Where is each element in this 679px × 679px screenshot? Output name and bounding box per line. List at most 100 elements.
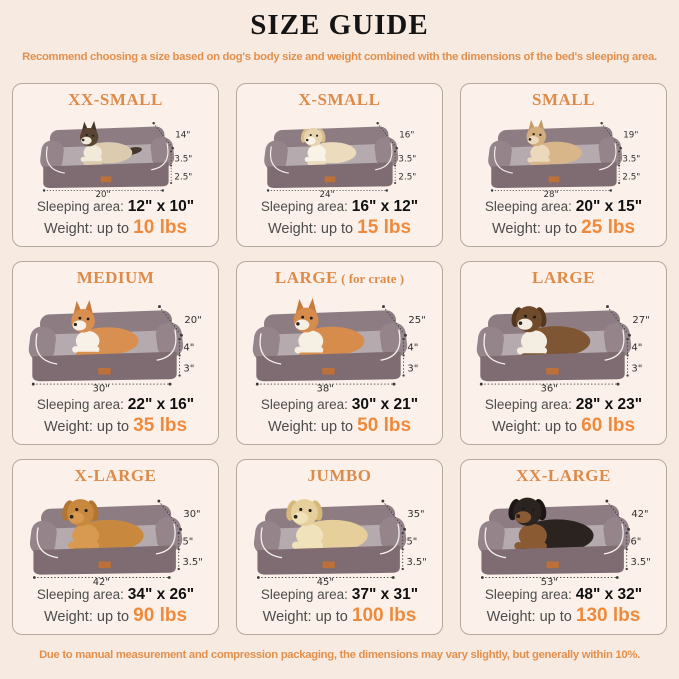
- size-card: JUMBO 35" 5" 3.5" 45": [236, 459, 443, 635]
- weight-value: 10 lbs: [133, 217, 188, 238]
- size-name: LARGE: [532, 268, 595, 287]
- size-label: MEDIUM: [77, 268, 155, 288]
- dimension-annotations: 30" 5" 3.5" 42": [32, 499, 203, 586]
- bed-drawing: [252, 298, 408, 382]
- bed-illustration: 42" 6" 3.5" 53": [477, 497, 651, 586]
- dimension-annotations: 19" 3.5" 2.5" 28": [490, 122, 640, 198]
- weight-value: 90 lbs: [133, 605, 188, 626]
- depth-dimension: 19": [623, 130, 638, 140]
- weight-value: 50 lbs: [357, 415, 412, 436]
- sleeping-area-label: Sleeping area:: [36, 199, 124, 214]
- sleeping-area-value: 37" x 31": [351, 586, 419, 603]
- size-label: X-LARGE: [75, 466, 157, 486]
- bed-drawing: [40, 120, 175, 189]
- bed-illustration: 30" 5" 3.5" 42": [29, 499, 203, 586]
- bed-illustration: 14" 3.5" 2.5" 20": [40, 120, 192, 198]
- size-suffix: ( for crate ): [337, 271, 405, 286]
- size-label: X-SMALL: [299, 90, 381, 110]
- size-name: LARGE: [274, 268, 338, 287]
- sleeping-area-value: 12" x 10": [127, 198, 195, 215]
- weight-value: 130 lbs: [575, 605, 641, 626]
- weight-label: Weight: up to: [267, 419, 354, 435]
- weight-line: Weight: up to 100 lbs: [263, 605, 417, 627]
- size-name: SMALL: [532, 90, 595, 109]
- weight-line: Weight: up to 130 lbs: [487, 605, 641, 627]
- bolster-height-dimension: 4": [407, 343, 418, 354]
- sleeping-area-value: 20" x 15": [575, 198, 643, 215]
- size-grid: XX-SMALL 14" 3.5" 2.5" 20": [12, 83, 667, 635]
- width-dimension: 38": [316, 384, 333, 395]
- base-height-dimension: 3": [183, 364, 194, 375]
- bolster-height-dimension: 6": [630, 536, 641, 547]
- pet-illustration: [511, 306, 591, 360]
- size-card: XX-LARGE 42" 6" 3.5" 53": [460, 459, 667, 635]
- pet-illustration: [300, 127, 357, 166]
- pet-illustration: [71, 299, 139, 358]
- bed-illustration: 19" 3.5" 2.5" 28": [488, 119, 640, 198]
- weight-label: Weight: up to: [491, 221, 578, 237]
- bed-illustration: 27" 4" 3" 36": [476, 305, 650, 395]
- depth-dimension: 27": [632, 315, 649, 326]
- size-name: MEDIUM: [76, 268, 155, 287]
- page-subtitle: Recommend choosing a size based on dog's…: [22, 51, 657, 63]
- page-title: SIZE GUIDE: [250, 9, 429, 41]
- weight-line: Weight: up to 35 lbs: [44, 415, 187, 437]
- sleeping-area-label: Sleeping area:: [260, 397, 348, 412]
- sleeping-area-line: Sleeping area: 37" x 31": [261, 586, 418, 604]
- width-dimension: 20": [96, 190, 111, 198]
- weight-line: Weight: up to 60 lbs: [492, 415, 635, 437]
- dimension-annotations: 42" 6" 3.5" 53": [480, 499, 651, 586]
- weight-line: Weight: up to 25 lbs: [492, 217, 635, 239]
- sleeping-area-line: Sleeping area: 48" x 32": [485, 586, 642, 604]
- depth-dimension: 25": [408, 315, 425, 326]
- weight-label: Weight: up to: [486, 609, 572, 625]
- base-height-dimension: 3.5": [182, 557, 202, 568]
- depth-dimension: 30": [183, 509, 200, 520]
- width-dimension: 45": [317, 577, 334, 586]
- width-dimension: 28": [544, 190, 559, 198]
- base-height-dimension: 3.5": [406, 557, 426, 568]
- depth-dimension: 42": [631, 509, 648, 520]
- weight-value: 25 lbs: [581, 217, 636, 238]
- width-dimension: 30": [92, 384, 109, 395]
- size-card: LARGE 27" 4" 3" 36": [460, 261, 667, 445]
- sleeping-area-value: 22" x 16": [127, 396, 195, 413]
- pet-illustration: [526, 119, 582, 167]
- size-label: XX-SMALL: [68, 90, 163, 110]
- size-name: X-LARGE: [74, 466, 157, 485]
- size-card: X-LARGE 30" 5" 3.5" 42": [12, 459, 219, 635]
- weight-line: Weight: up to 15 lbs: [268, 217, 411, 239]
- sleeping-area-line: Sleeping area: 34" x 26": [37, 586, 194, 604]
- width-dimension: 53": [541, 577, 558, 586]
- dimension-annotations: 14" 3.5" 2.5" 20": [42, 122, 192, 198]
- weight-value: 15 lbs: [357, 217, 412, 238]
- bed-illustration: 16" 3.5" 2.5" 24": [264, 122, 416, 198]
- base-height-dimension: 3": [407, 364, 418, 375]
- sleeping-area-value: 16" x 12": [351, 198, 419, 215]
- depth-dimension: 16": [399, 130, 414, 140]
- sleeping-area-line: Sleeping area: 30" x 21": [261, 396, 418, 414]
- size-name: XX-LARGE: [516, 466, 611, 485]
- size-card: LARGE ( for crate ) 25" 4" 3" 38": [236, 261, 443, 445]
- weight-label: Weight: up to: [43, 419, 130, 435]
- size-name: XX-SMALL: [68, 90, 163, 109]
- size-card: SMALL 19" 3.5" 2.5" 28": [460, 83, 667, 247]
- bolster-height-dimension: 5": [182, 536, 193, 547]
- bolster-height-dimension: 3.5": [622, 154, 640, 164]
- footnote: Due to manual measurement and compressio…: [39, 649, 640, 661]
- size-label: LARGE: [532, 268, 595, 288]
- weight-label: Weight: up to: [267, 221, 354, 237]
- sleeping-area-label: Sleeping area:: [260, 199, 348, 214]
- sleeping-area-label: Sleeping area:: [260, 587, 348, 602]
- sleeping-area-value: 30" x 21": [351, 396, 419, 413]
- bed-illustration: 35" 5" 3.5" 45": [253, 499, 427, 586]
- bed-drawing: [477, 497, 631, 575]
- sleeping-area-value: 34" x 26": [127, 586, 195, 603]
- width-dimension: 36": [540, 384, 557, 395]
- width-dimension: 24": [320, 190, 335, 198]
- weight-line: Weight: up to 50 lbs: [268, 415, 411, 437]
- pet-illustration: [80, 120, 142, 166]
- weight-label: Weight: up to: [262, 609, 348, 625]
- sleeping-area-line: Sleeping area: 22" x 16": [37, 396, 194, 414]
